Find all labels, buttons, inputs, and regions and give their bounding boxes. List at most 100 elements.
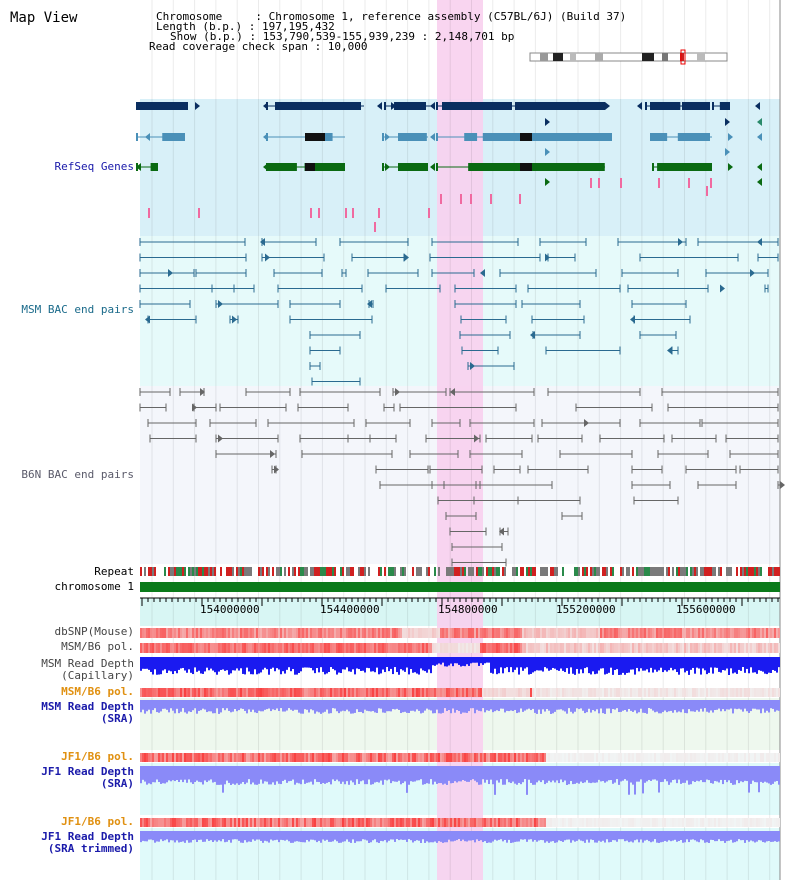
- msm-b6-pol-sra-heat: [140, 688, 142, 697]
- jf1-b6-pol-trimmed-heat: [522, 818, 524, 827]
- repeat-mark: [412, 567, 414, 576]
- repeat-mark: [770, 567, 772, 576]
- jf1-sra-depth: [152, 766, 154, 783]
- jf1-trimmed-depth: [196, 831, 198, 843]
- jf1-sra-depth: [572, 766, 574, 785]
- repeat-mark: [514, 567, 516, 576]
- dbsnp-heat: [610, 628, 612, 638]
- jf1-b6-pol-trimmed-heat: [600, 818, 602, 827]
- msm-b6-pol-heat: [158, 643, 160, 653]
- msm-b6-pol-heat: [202, 643, 204, 653]
- msm-capillary-depth: [766, 657, 768, 675]
- jf1-b6-pol-trimmed-heat: [218, 818, 220, 827]
- msm-b6-pol-heat: [538, 643, 540, 653]
- repeat-mark: [384, 567, 386, 576]
- jf1-b6-pol-trimmed-heat: [660, 818, 662, 827]
- msm-capillary-depth: [266, 657, 268, 670]
- msm-b6-pol-heat: [736, 643, 738, 653]
- dbsnp-heat: [400, 628, 402, 638]
- jf1-sra-depth: [694, 766, 696, 783]
- msm-capillary-depth: [538, 657, 540, 671]
- jf1-b6-pol-trimmed-heat: [382, 818, 384, 827]
- msm-b6-pol-sra-heat: [512, 688, 514, 697]
- jf1-b6-pol-trimmed-heat: [508, 818, 510, 827]
- msm-b6-pol-heat: [330, 643, 332, 653]
- jf1-b6-pol-heat: [526, 753, 528, 762]
- jf1-trimmed-depth: [562, 831, 564, 842]
- msm-bac-pair-arrow: [232, 315, 237, 324]
- dbsnp-heat: [304, 628, 306, 638]
- jf1-b6-pol-trimmed-heat: [368, 818, 370, 827]
- msm-b6-pol-sra-heat: [654, 688, 656, 697]
- msm-b6-pol-sra-heat: [304, 688, 306, 697]
- msm-b6-pol-sra-heat: [636, 688, 638, 697]
- msm-sra-depth: [530, 700, 532, 711]
- msm-b6-pol-sra-heat: [380, 688, 382, 697]
- repeat-mark: [574, 567, 576, 576]
- msm-capillary-depth: [280, 657, 282, 675]
- msm-capillary-depth: [688, 657, 690, 675]
- jf1-b6-pol-trimmed-heat: [550, 818, 552, 827]
- dbsnp-heat: [248, 628, 250, 638]
- msm-sra-depth: [532, 700, 534, 709]
- repeat-mark: [756, 567, 758, 576]
- msm-b6-pol-heat: [708, 643, 710, 653]
- msm-b6-pol-heat: [260, 643, 262, 653]
- msm-b6-pol-heat: [488, 643, 490, 653]
- dbsnp-heat: [414, 628, 416, 638]
- repeat-mark: [260, 567, 262, 576]
- repeat-mark: [402, 567, 404, 576]
- jf1-sra-depth: [228, 766, 230, 783]
- jf1-sra-depth: [216, 766, 218, 785]
- msm-capillary-depth: [260, 657, 262, 673]
- jf1-b6-pol-trimmed-heat: [410, 818, 412, 827]
- dbsnp-heat: [556, 628, 558, 638]
- repeat-mark: [488, 567, 490, 576]
- msm-b6-pol-heat: [186, 643, 188, 653]
- msm-sra-depth: [420, 700, 422, 714]
- jf1-b6-pol-heat: [300, 753, 302, 762]
- jf1-trimmed-depth: [760, 831, 762, 841]
- jf1-b6-pol-heat: [260, 753, 262, 762]
- msm-sra-depth: [312, 700, 314, 711]
- jf1-sra-depth: [354, 766, 356, 785]
- repeat-mark: [706, 567, 708, 576]
- repeat-mark: [468, 567, 470, 576]
- jf1-b6-pol-heat: [776, 753, 778, 762]
- jf1-trimmed-depth: [310, 831, 312, 840]
- msm-b6-pol-sra-heat: [598, 688, 600, 697]
- jf1-sra-depth: [284, 766, 286, 780]
- msm-b6-pol-sra-heat: [546, 688, 548, 697]
- jf1-trimmed-depth: [666, 831, 668, 842]
- repeat-mark: [360, 567, 362, 576]
- msm-capillary-depth: [264, 657, 266, 668]
- msm-capillary-depth: [738, 657, 740, 670]
- gene-exon: [382, 133, 384, 141]
- msm-sra-depth: [706, 700, 708, 712]
- msm-b6-pol-heat: [652, 643, 654, 653]
- jf1-sra-depth: [234, 766, 236, 785]
- dbsnp-heat: [566, 628, 568, 638]
- jf1-b6-pol-heat: [590, 753, 592, 762]
- jf1-b6-pol-heat: [332, 753, 334, 762]
- jf1-b6-pol-heat: [222, 753, 224, 762]
- jf1-trimmed-depth: [314, 831, 316, 841]
- jf1-sra-depth: [338, 766, 340, 782]
- jf1-trimmed-depth: [222, 831, 224, 840]
- jf1-trimmed-depth: [566, 831, 568, 840]
- jf1-sra-depth: [768, 766, 770, 784]
- msm-b6-pol-sra-heat: [320, 688, 322, 697]
- jf1-sra-depth: [250, 766, 252, 785]
- jf1-sra-depth: [192, 766, 194, 784]
- jf1-b6-pol-heat: [762, 753, 764, 762]
- jf1-b6-pol-trimmed-heat: [350, 818, 352, 827]
- dbsnp-heat: [284, 628, 286, 638]
- jf1-b6-pol-trimmed-heat: [276, 818, 278, 827]
- jf1-b6-pol-trimmed-heat: [706, 818, 708, 827]
- msm-b6-pol-sra-heat: [260, 688, 262, 697]
- msm-capillary-depth: [714, 657, 716, 668]
- msm-capillary-depth: [692, 657, 694, 668]
- msm-capillary-depth: [482, 657, 484, 665]
- msm-capillary-depth: [388, 657, 390, 672]
